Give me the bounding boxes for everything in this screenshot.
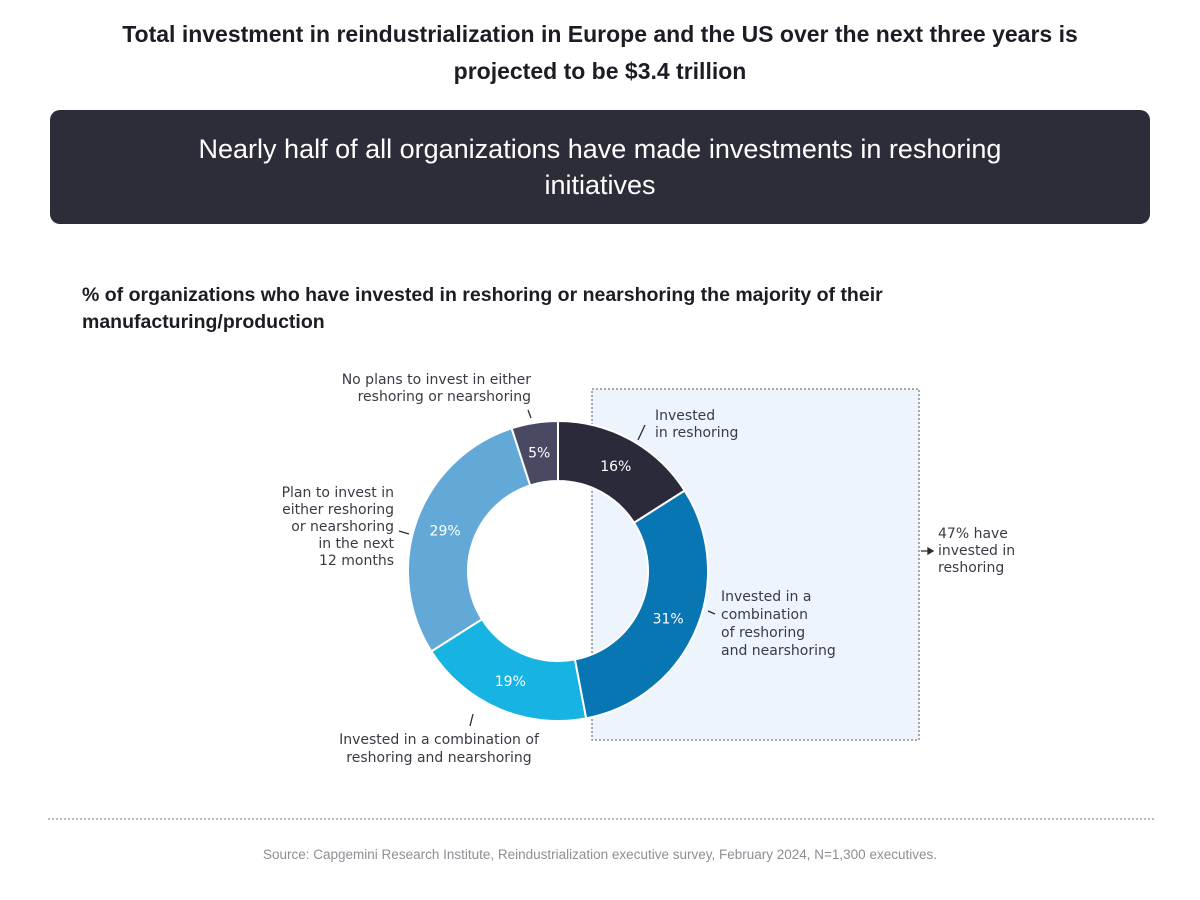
slice-category-label: No plans to invest in either reshoring or… xyxy=(342,372,532,405)
label-line: Invested xyxy=(655,408,715,424)
annotation-line: reshoring xyxy=(938,560,1004,576)
label-line: either reshoring xyxy=(282,502,394,518)
donut-slices xyxy=(407,419,709,722)
slice-value-label: 16% xyxy=(600,459,631,475)
leader-line xyxy=(637,424,646,441)
label-line: reshoring or nearshoring xyxy=(358,389,531,405)
label-line: of reshoring xyxy=(721,625,805,641)
donut-slice-4 xyxy=(407,427,532,653)
leader-line xyxy=(398,530,410,535)
donut-slice-2 xyxy=(573,489,709,720)
annotation-text: 47% have invested in reshoring xyxy=(938,526,1015,576)
label-line: combination xyxy=(721,607,808,623)
label-line: in the next xyxy=(318,536,394,552)
annotation: 47% have invested in reshoring xyxy=(921,526,1015,576)
label-line: Invested in a combination of xyxy=(339,732,540,748)
headline: Total investment in reindustrialization … xyxy=(122,21,1078,84)
label-line: Plan to invest in xyxy=(282,485,394,501)
key-finding-banner: Nearly half of all organizations have ma… xyxy=(50,110,1150,224)
slice-value-label: 31% xyxy=(653,612,684,628)
leader-line xyxy=(469,713,474,727)
arrow-right-icon xyxy=(921,546,935,556)
label-line: or nearshoring xyxy=(291,519,394,535)
leader-line xyxy=(527,409,532,419)
label-line: and nearshoring xyxy=(721,643,836,659)
label-line: No plans to invest in either xyxy=(342,372,532,388)
label-line: 12 months xyxy=(319,553,394,569)
annotation-line: invested in xyxy=(938,543,1015,559)
slice-value-label: 5% xyxy=(528,445,550,461)
slice-category-label: Invested in a combination of reshoring and … xyxy=(721,589,836,659)
label-line: reshoring and nearshoring xyxy=(346,750,531,766)
banner-text: Nearly half of all organizations have ma… xyxy=(198,134,1002,200)
slice-category-label: Plan to invest in either reshoring or near… xyxy=(282,485,395,569)
slice-value-labels: 16% 31% 19% 29% 5% xyxy=(430,445,684,690)
divider xyxy=(48,818,1154,820)
label-line: Invested in a xyxy=(721,589,811,605)
slice-category-label: Invested in a combination of reshoring an… xyxy=(339,732,540,766)
label-line: in reshoring xyxy=(655,425,738,441)
slice-category-labels: Invested in reshoring Invested in a combina… xyxy=(282,372,836,766)
donut-slice-5 xyxy=(510,419,559,487)
leader-line xyxy=(707,610,716,615)
slice-value-label: 29% xyxy=(430,523,461,539)
slice-value-label: 19% xyxy=(495,674,526,690)
annotation-line: 47% have xyxy=(938,526,1008,542)
source-note: Source: Capgemini Research Institute, Re… xyxy=(263,847,937,862)
slice-category-label: Invested in reshoring xyxy=(655,408,738,441)
leader-lines xyxy=(398,409,716,727)
chart-title: % of organizations who have invested in … xyxy=(82,284,883,333)
